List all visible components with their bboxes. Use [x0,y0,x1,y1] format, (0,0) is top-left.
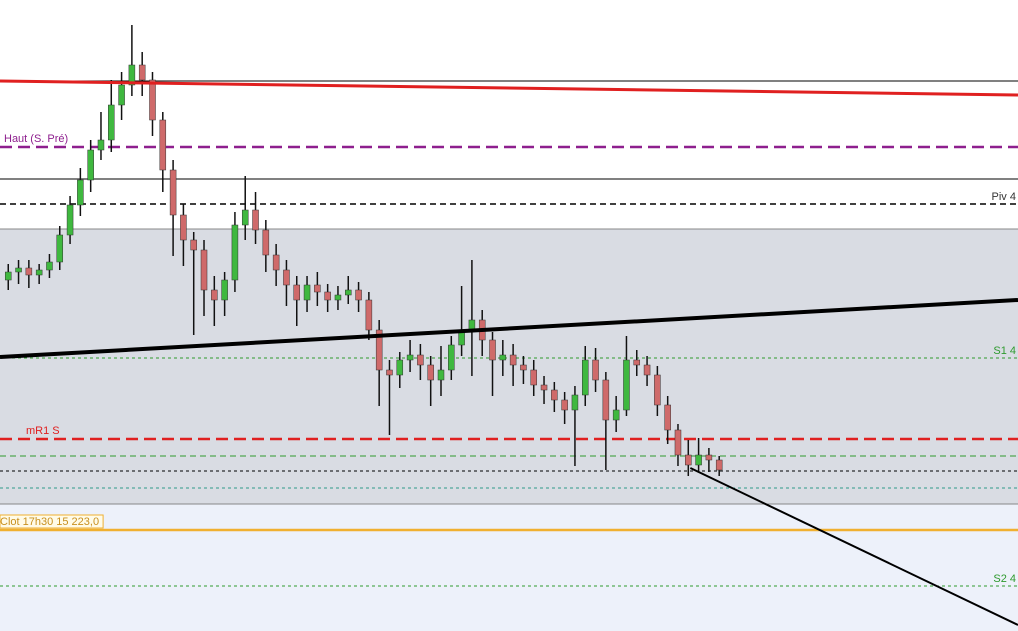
candle-body [654,374,661,406]
candle-body [571,394,579,411]
candle-body [705,454,713,461]
candle-body [633,359,641,366]
candle-body [540,384,548,391]
candle-body [169,169,177,216]
candle-body [15,267,22,273]
candle-body [386,369,393,376]
candle-body [262,229,270,256]
level-label: mR1 S [26,425,60,437]
zone [0,229,1018,504]
candle-body [551,389,558,401]
candle-body [149,79,156,121]
trendline [0,298,1018,359]
candle-body [355,289,362,301]
label-box [0,514,104,529]
candle-body [695,454,702,466]
candle-body [46,261,53,271]
candle-body [35,269,43,276]
trendline [689,467,1018,626]
candle-body [293,284,300,301]
level-label: S2 4 [993,573,1016,585]
candle-body [520,364,527,371]
lower-area [0,504,1018,631]
candle-body [66,204,74,236]
candle-body [685,454,692,466]
candle-body [252,209,259,231]
candle-body [674,429,682,456]
candle-body [417,354,424,366]
candle-body [180,214,187,241]
candle-body [97,139,105,151]
candle-body [334,294,342,301]
candle-body [56,234,64,263]
candle-body [77,179,84,206]
candle-body [138,64,146,81]
candle-body [221,279,228,301]
candle-body [283,269,290,286]
candle-body [87,149,94,181]
candle-body [623,359,630,411]
candle-body [211,289,218,301]
candle-body [612,409,620,421]
candle-body [4,271,12,281]
candle-body [448,344,455,371]
candle-body [509,354,517,366]
candle-body [241,209,249,226]
level-label: Haut (S. Pré) [4,133,68,145]
candle-body [108,104,115,141]
candle-body [499,354,507,361]
candle-body [190,239,197,251]
candle-body [406,354,414,361]
level-label: Piv 4 [992,191,1016,203]
candle-body [128,64,136,86]
candle-body [602,379,610,421]
candle-body [375,329,383,371]
level-label-box: Clot 17h30 15 223,0 [0,514,104,529]
candle-body [200,249,208,291]
candle-body [715,459,723,471]
trendline [0,79,1018,97]
candle-body [324,291,331,301]
candle-body [231,224,239,281]
candle-body [25,267,33,276]
candle-body [561,399,568,411]
candle-body [427,364,434,381]
candle-body [489,339,496,361]
candle-body [159,119,167,171]
level-label: S1 4 [993,345,1016,357]
candle-body [314,284,321,293]
candle-body [272,254,280,271]
candle-body [581,359,589,396]
candle-body [643,364,651,376]
candle-body [345,289,352,296]
candle-body [365,299,373,331]
candle-body [530,369,537,386]
level-label: Clot 17h30 15 223,0 [0,516,99,528]
candle-body [303,284,311,301]
candle-body [118,84,125,106]
candle-body [437,369,445,381]
candle-body [592,359,599,381]
candle-body [396,359,404,376]
candle-body [664,404,671,431]
